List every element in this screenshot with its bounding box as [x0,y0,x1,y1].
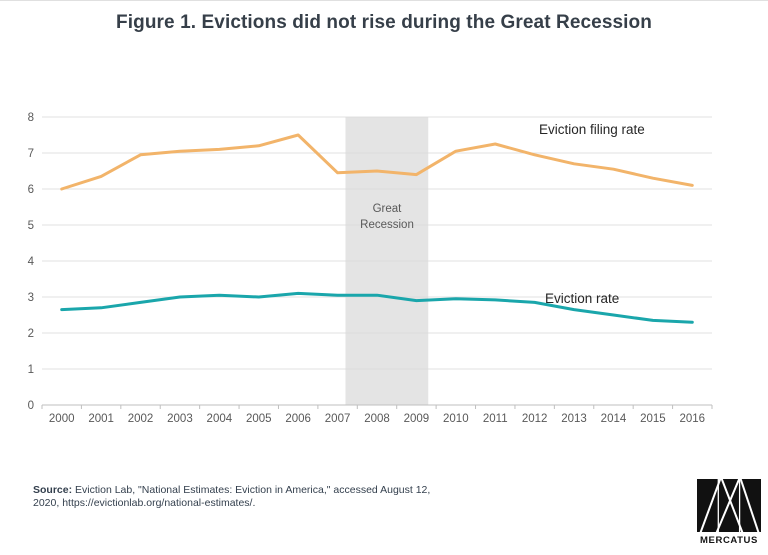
series-label-eviction-filing-rate: Eviction filing rate [539,122,645,137]
figure-title: Figure 1. Evictions did not rise during … [116,12,652,33]
recession-band-label: Great Recession [344,201,430,233]
source-line2: 2020, https://evictionlab.org/national-e… [33,497,256,509]
y-tick-label: 1 [28,364,34,376]
x-tick-label: 2008 [364,413,390,425]
x-tick-label: 2001 [88,413,114,425]
recession-band-label-line1: Great [372,203,402,215]
x-tick-label: 2010 [443,413,469,425]
mercatus-logo-mark [697,479,761,532]
x-tick-label: 2000 [49,413,75,425]
y-tick-label: 5 [28,220,34,232]
y-tick-label: 7 [28,148,34,160]
x-tick-label: 2004 [207,413,233,425]
y-tick-label: 8 [28,112,34,124]
mercatus-logo: MERCATUS [697,479,761,546]
x-tick-label: 2016 [679,413,705,425]
recession-band-label-line2: Recession [360,219,414,231]
x-tick-label: 2005 [246,413,272,425]
series-line-eviction-rate [60,291,694,324]
x-tick-label: 2006 [285,413,311,425]
x-tick-label: 2002 [128,413,154,425]
y-tick-label: 6 [28,184,34,196]
series-line-eviction-filing-rate [60,133,694,191]
x-tick-label: 2012 [522,413,548,425]
series-label-eviction-rate: Eviction rate [545,291,620,306]
x-tick-label: 2015 [640,413,666,425]
y-tick-label: 2 [28,328,34,340]
x-tick-label: 2007 [325,413,351,425]
y-tick-label: 0 [28,400,34,412]
x-tick-label: 2013 [561,413,587,425]
x-tick-label: 2011 [483,413,508,425]
source-note: Source: Eviction Lab, "National Estimate… [33,484,503,510]
mercatus-logo-text: MERCATUS [700,535,758,546]
source-prefix: Source: [33,484,73,496]
x-tick-label: 2009 [404,413,430,425]
x-tick-label: 2014 [601,413,627,425]
y-tick-label: 3 [28,292,34,304]
source-line1: Eviction Lab, "National Estimates: Evict… [75,484,431,496]
x-tick-label: 2003 [167,413,193,425]
y-tick-label: 4 [28,256,35,268]
